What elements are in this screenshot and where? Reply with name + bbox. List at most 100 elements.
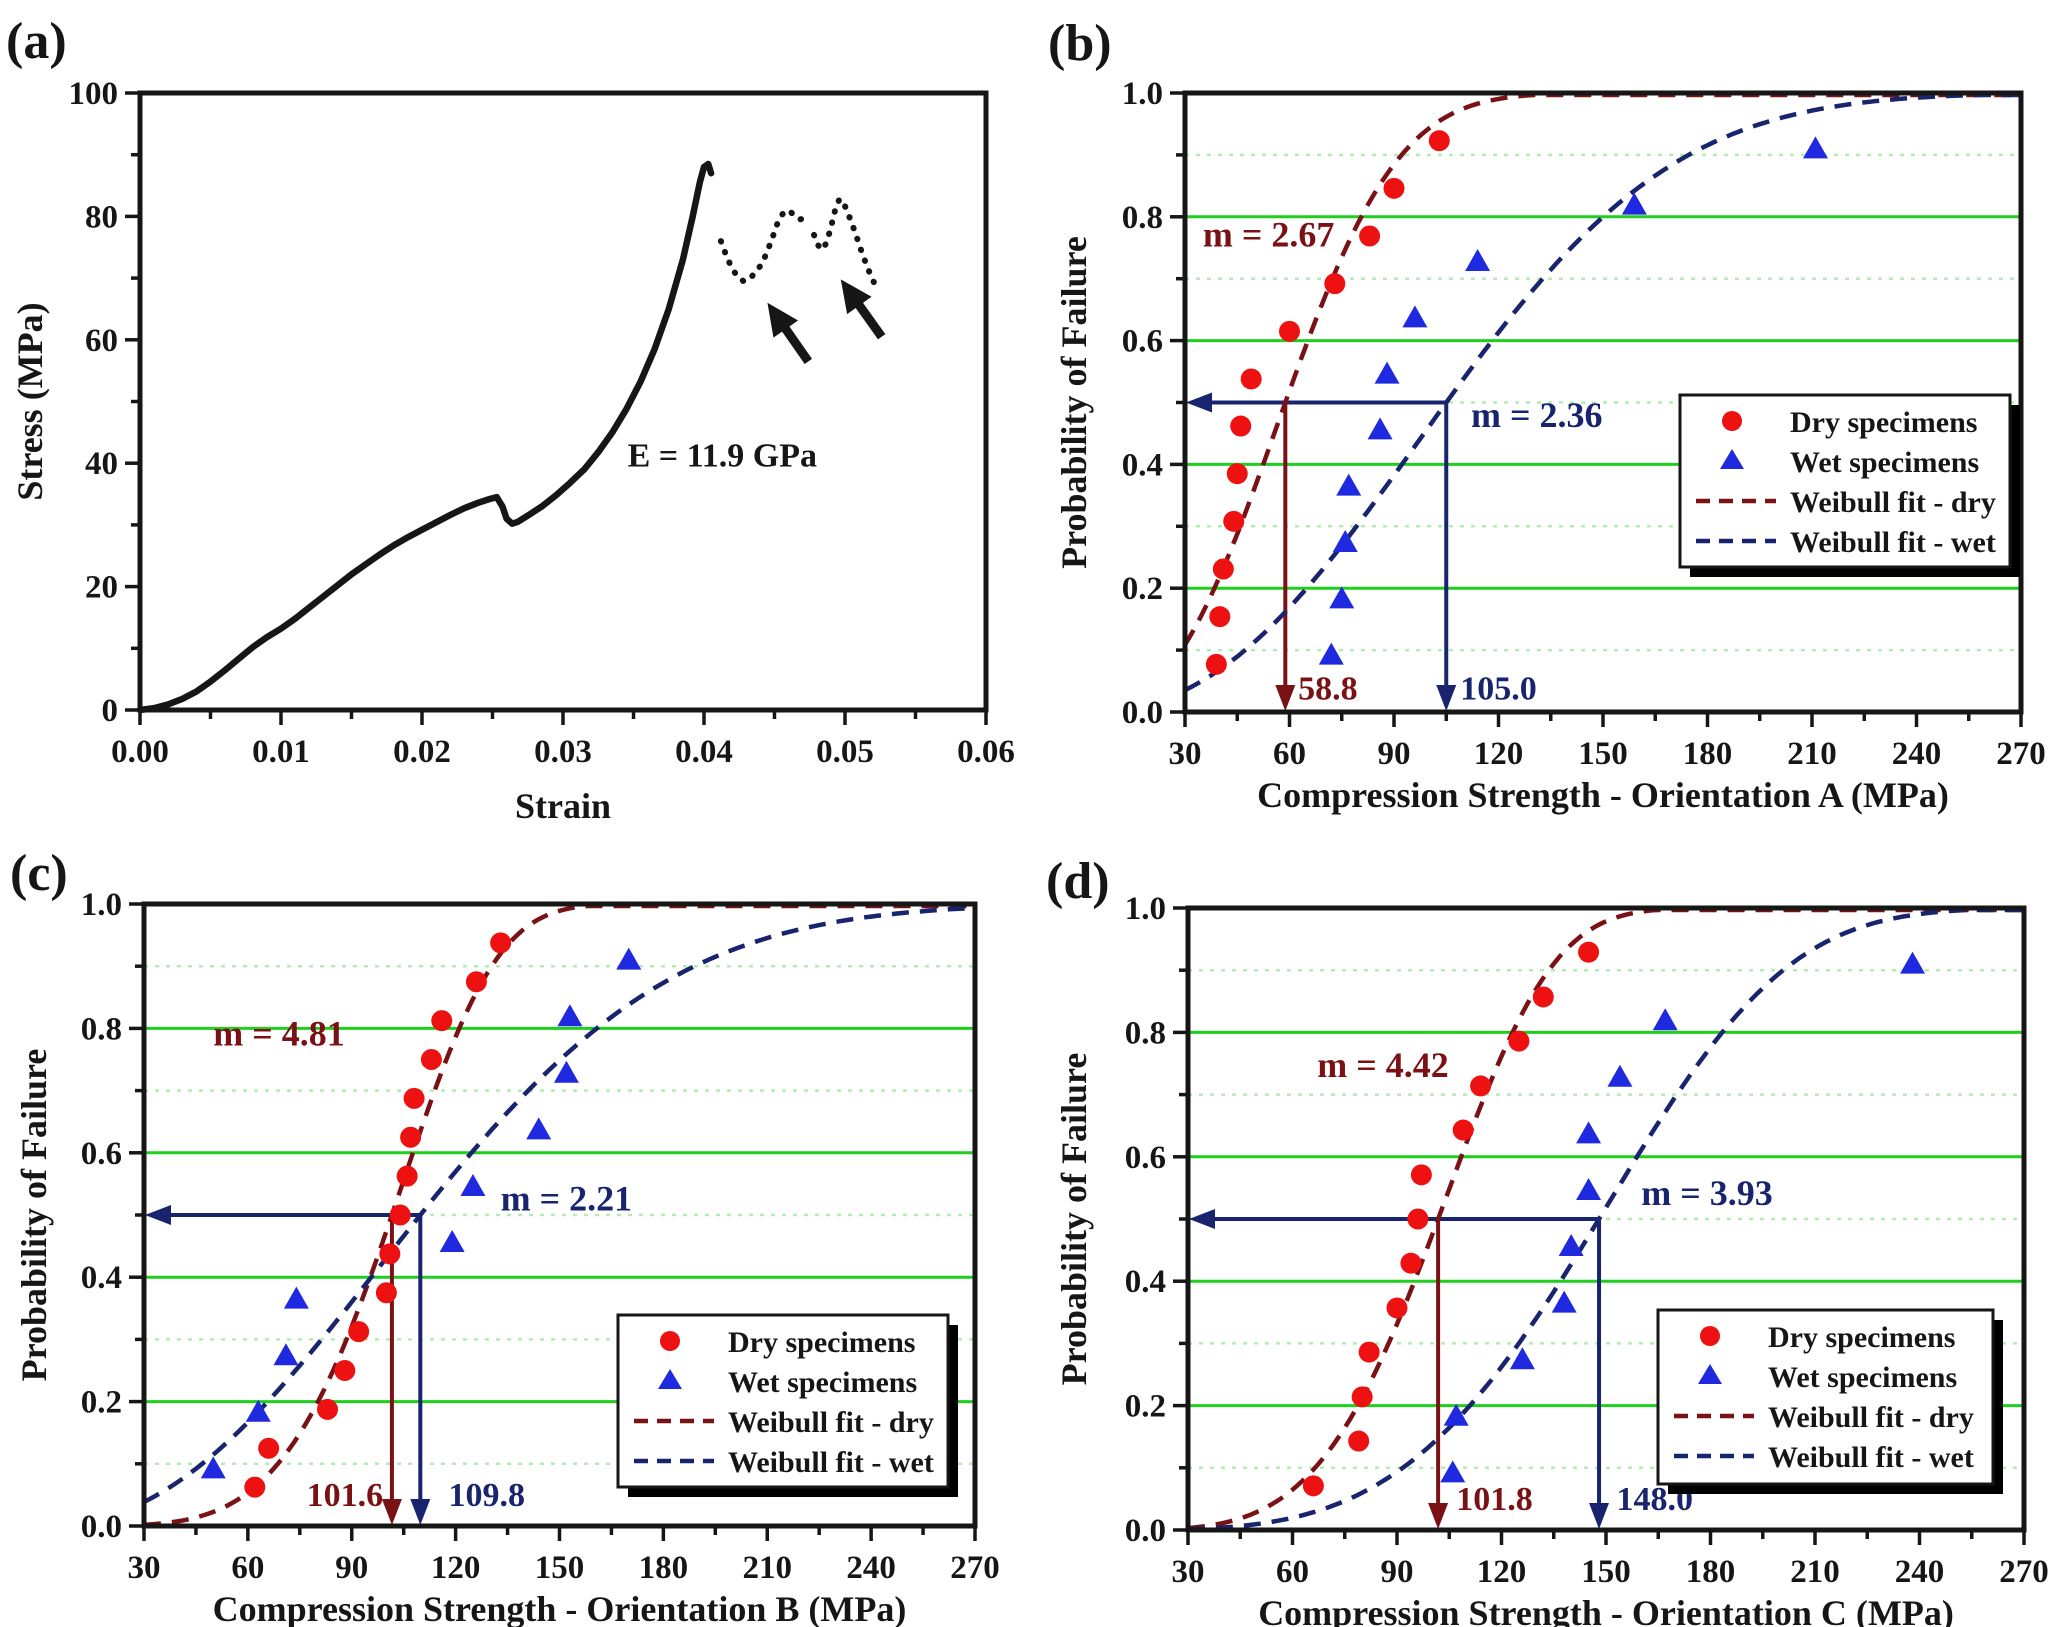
wet-specimen-point	[616, 947, 642, 970]
legend-item-label: Wet specimens	[1790, 446, 1979, 479]
dry-specimen-point	[1230, 415, 1252, 437]
y-tick-label: 0	[102, 693, 119, 729]
legend-item-label: Dry specimens	[1790, 406, 1977, 439]
y-tick-label: 0.2	[1122, 571, 1163, 607]
weibull-fit-wet-curve	[1183, 92, 2021, 693]
m-value-label: m = 2.36	[1471, 395, 1603, 435]
x-tick-label: 90	[1378, 736, 1411, 772]
wet-specimen-point	[1802, 136, 1828, 159]
legend-item-label: Wet specimens	[728, 1366, 917, 1399]
wet-specimen-point	[1318, 642, 1344, 665]
x-tick-label: 30	[1172, 1554, 1205, 1590]
dry-specimen-point	[1348, 1430, 1370, 1452]
wet-specimen-point	[1900, 951, 1926, 974]
y-tick-label: 0.8	[1122, 200, 1163, 236]
legend-item-label: Wet specimens	[1768, 1361, 1957, 1394]
wet-specimen-point	[1607, 1064, 1633, 1087]
wet-specimen-point	[1652, 1008, 1678, 1031]
x-tick-label: 90	[335, 1550, 368, 1586]
dry-specimen-point	[1407, 1208, 1429, 1230]
x-tick-label: 240	[1892, 736, 1942, 772]
dry-specimen-point	[244, 1476, 266, 1498]
x-axis-title: Compression Strength - Orientation B (MP…	[213, 1589, 907, 1627]
dry-specimen-point	[490, 932, 512, 954]
dry-specimen-point	[1351, 1386, 1373, 1408]
wet-median-value-label: 105.0	[1460, 670, 1537, 707]
x-tick-label: 60	[231, 1550, 264, 1586]
wet-specimen-point	[200, 1456, 226, 1479]
dry-specimen-point	[1359, 225, 1381, 247]
dry-specimen-point	[1358, 1341, 1380, 1363]
x-tick-label: 180	[1686, 1554, 1736, 1590]
dry-specimen-point	[1508, 1030, 1530, 1052]
panel-d-orientation-c-plot: 30 60 90 120 150 180 210 240 270 0.0 0.2 0.4 0.6 0.8 1…	[1046, 853, 2049, 1627]
x-tick-label: 180	[639, 1550, 689, 1586]
x-tick-label: 240	[1895, 1554, 1945, 1590]
post-peak-dotted-2-curve	[811, 196, 881, 293]
x-axis-title: Compression Strength - Orientation A (MP…	[1257, 775, 1949, 815]
dry-circle-icon	[1700, 1326, 1720, 1346]
y-tick-label: 0.0	[1122, 695, 1163, 731]
wet-specimen-point	[1465, 248, 1491, 271]
dry-specimen-point	[1532, 986, 1554, 1008]
wet-specimen-point	[283, 1286, 309, 1309]
y-tick-label: 100	[69, 76, 119, 112]
y-tick-label: 0.8	[81, 1011, 122, 1047]
dry-specimen-point	[258, 1437, 280, 1459]
y-tick-label: 40	[85, 446, 118, 482]
x-tick-label: 30	[128, 1550, 161, 1586]
y-axis-title: Probability of Failure	[1054, 1053, 1094, 1386]
dry-median-value-label: 101.6	[307, 1477, 384, 1514]
guide-down-arrowhead-navy-icon	[410, 1499, 431, 1525]
x-tick-label: 270	[950, 1550, 1000, 1586]
legend-item-label: Dry specimens	[728, 1326, 915, 1359]
x-tick-label: 0.04	[675, 734, 733, 770]
y-tick-label: 0.2	[1125, 1389, 1166, 1425]
guide-down-arrowhead-navy-icon	[1436, 685, 1457, 711]
modulus-annotation: E = 11.9 GPa	[628, 437, 817, 474]
m-value-label: m = 2.21	[501, 1178, 633, 1218]
legend-item-label: Weibull fit - dry	[1768, 1401, 1974, 1434]
legend-item-label: Weibull fit - wet	[728, 1446, 934, 1479]
x-tick-label: 120	[431, 1550, 481, 1586]
weibull-fit-wet-curve	[142, 905, 976, 1504]
m-value-label: m = 3.93	[1641, 1173, 1773, 1213]
x-tick-label: 210	[1787, 736, 1837, 772]
x-tick-label: 210	[743, 1550, 793, 1586]
legend-item-label: Weibull fit - wet	[1790, 526, 1996, 559]
wet-specimen-point	[1576, 1121, 1602, 1144]
x-tick-label: 240	[846, 1550, 896, 1586]
guide-left-arrowhead-icon	[1186, 392, 1212, 413]
y-tick-label: 0.0	[81, 1509, 122, 1545]
x-tick-label: 0.06	[957, 734, 1015, 770]
wet-specimen-point	[1367, 417, 1393, 440]
wet-specimen-point	[1402, 305, 1428, 328]
guide-left-arrowhead-icon	[1189, 1209, 1215, 1229]
x-tick-label: 0.00	[111, 734, 169, 770]
wet-specimen-point	[1332, 530, 1358, 553]
guide-down-arrowhead-darkred-icon	[381, 1499, 402, 1525]
dry-specimen-point	[334, 1360, 356, 1381]
dry-specimen-point	[403, 1087, 425, 1109]
guide-down-arrowhead-navy-icon	[1589, 1503, 1610, 1529]
dry-median-value-label: 101.8	[1456, 1481, 1533, 1518]
dry-specimen-point	[317, 1398, 339, 1420]
y-tick-label: 1.0	[81, 887, 122, 923]
dry-specimen-point	[1470, 1075, 1492, 1097]
x-tick-label: 270	[1996, 736, 2046, 772]
y-tick-label: 0.4	[1122, 447, 1163, 483]
x-axis-title: Compression Strength - Orientation C (MP…	[1258, 1593, 1954, 1627]
x-tick-label: 120	[1474, 736, 1524, 772]
panel-letter: (b)	[1048, 15, 1112, 72]
y-tick-label: 0.6	[81, 1136, 122, 1172]
x-tick-label: 0.05	[816, 734, 874, 770]
y-tick-label: 0.6	[1125, 1140, 1166, 1176]
dry-specimen-point	[1209, 606, 1231, 628]
m-value-label: m = 4.42	[1317, 1045, 1449, 1085]
weibull-fit-dry-curve	[1187, 907, 2024, 1531]
legend-item-label: Weibull fit - wet	[1768, 1441, 1974, 1474]
dry-median-value-label: 58.8	[1298, 670, 1358, 707]
x-tick-label: 180	[1683, 736, 1733, 772]
wet-specimen-point	[526, 1117, 552, 1140]
